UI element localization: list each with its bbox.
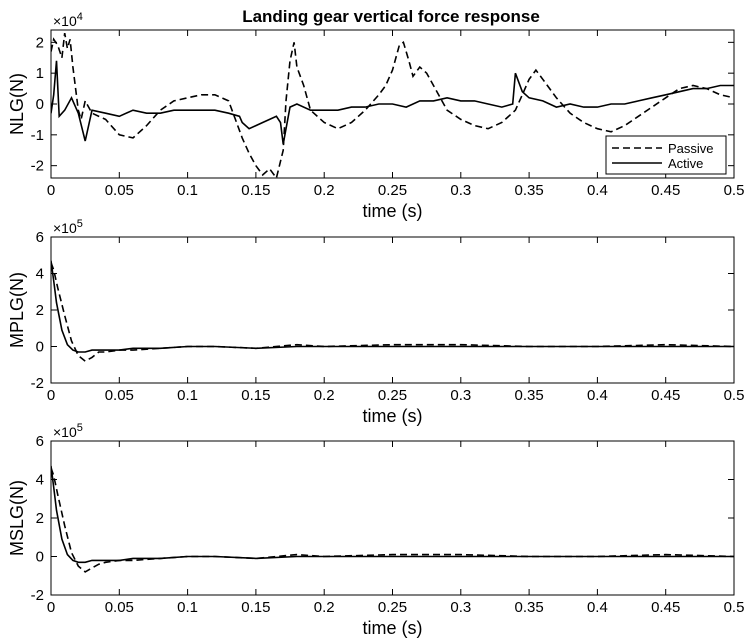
y-tick-label: 0 (36, 96, 44, 113)
x-tick-label: 0.25 (378, 182, 407, 199)
y-tick-label: -2 (31, 375, 44, 392)
y-tick-label: 2 (36, 302, 44, 319)
y-tick-label: 1 (36, 65, 44, 82)
y-tick-label: 2 (36, 510, 44, 527)
y-exponent-label: ×104 (53, 11, 83, 29)
x-tick-label: 0.35 (514, 599, 543, 616)
legend-box (605, 135, 727, 175)
series-passive-line (51, 32, 734, 178)
x-tick-label: 0.05 (105, 599, 134, 616)
x-tick-label: 0.2 (314, 387, 335, 404)
x-axis-label: time (s) (363, 406, 423, 426)
y-tick-label: 0 (36, 339, 44, 356)
x-tick-label: 0.2 (314, 599, 335, 616)
chart-title: Landing gear vertical force response (242, 7, 540, 26)
x-tick-label: 0.25 (378, 387, 407, 404)
series-active-line (51, 465, 734, 564)
x-tick-label: 0.5 (724, 387, 745, 404)
x-tick-label: 0.1 (177, 387, 198, 404)
x-tick-label: 0.05 (105, 182, 134, 199)
panel-1: 0 0.05 0.1 0.15 0.2 0.25 0.3 0.35 0.4 0.45 0.5 -2 -1… (7, 11, 744, 221)
y-exponent-label: ×105 (53, 218, 83, 236)
x-tick-label: 0.45 (651, 387, 680, 404)
y-tick-label: -2 (31, 587, 44, 604)
panel-3: 0 0.05 0.1 0.15 0.2 0.25 0.3 0.35 0.4 0.45 0.5-202… (7, 422, 744, 638)
series-passive-line (51, 262, 734, 363)
legend-label-passive: Passive (668, 141, 714, 156)
x-axis-label: time (s) (363, 618, 423, 638)
y-axis-label: MPLG(N) (7, 272, 27, 348)
y-tick-label: 4 (36, 472, 44, 489)
x-tick-label: 0 (47, 599, 55, 616)
x-axis-label: time (s) (363, 201, 423, 221)
x-tick-label: 0.2 (314, 182, 335, 199)
y-tick-label: 6 (36, 229, 44, 246)
y-exponent-label: ×105 (53, 422, 83, 440)
series-passive-line (51, 467, 734, 573)
x-tick-label: 0.35 (514, 182, 543, 199)
axes-box (50, 236, 735, 384)
x-tick-label: 0.4 (587, 182, 608, 199)
panel-2: 0 0.05 0.1 0.15 0.2 0.25 0.3 0.35 0.4 0.45 0.5-202… (7, 218, 744, 426)
y-axis-label: MSLG(N) (7, 480, 27, 556)
x-tick-label: 0.1 (177, 182, 198, 199)
x-tick-label: 0.05 (105, 387, 134, 404)
series-active-line (51, 60, 734, 145)
x-tick-label: 0 (47, 182, 55, 199)
x-tick-label: 0.45 (651, 182, 680, 199)
x-tick-label: 0.25 (378, 599, 407, 616)
y-axis-label: NLG(N) (7, 73, 27, 135)
x-tick-label: 0.45 (651, 599, 680, 616)
x-tick-label: 0.4 (587, 387, 608, 404)
y-tick-label: 6 (36, 433, 44, 450)
x-tick-label: 0.4 (587, 599, 608, 616)
y-tick-label: -2 (31, 158, 44, 175)
x-tick-label: 0.1 (177, 599, 198, 616)
y-tick-label: 2 (36, 34, 44, 51)
x-tick-label: 0.5 (724, 182, 745, 199)
x-tick-label: 0.15 (241, 387, 270, 404)
x-tick-label: 0.3 (450, 599, 471, 616)
x-tick-label: 0 (47, 387, 55, 404)
legend-label-active: Active (668, 156, 703, 171)
x-tick-label: 0.5 (724, 599, 745, 616)
series-active-line (51, 260, 734, 353)
y-tick-label: -1 (31, 127, 44, 144)
axes-box (50, 440, 735, 596)
y-tick-label: 4 (36, 266, 44, 283)
x-tick-label: 0.15 (241, 599, 270, 616)
x-tick-label: 0.3 (450, 387, 471, 404)
x-tick-label: 0.35 (514, 387, 543, 404)
x-tick-label: 0.3 (450, 182, 471, 199)
y-tick-label: 0 (36, 549, 44, 566)
x-tick-label: 0.15 (241, 182, 270, 199)
